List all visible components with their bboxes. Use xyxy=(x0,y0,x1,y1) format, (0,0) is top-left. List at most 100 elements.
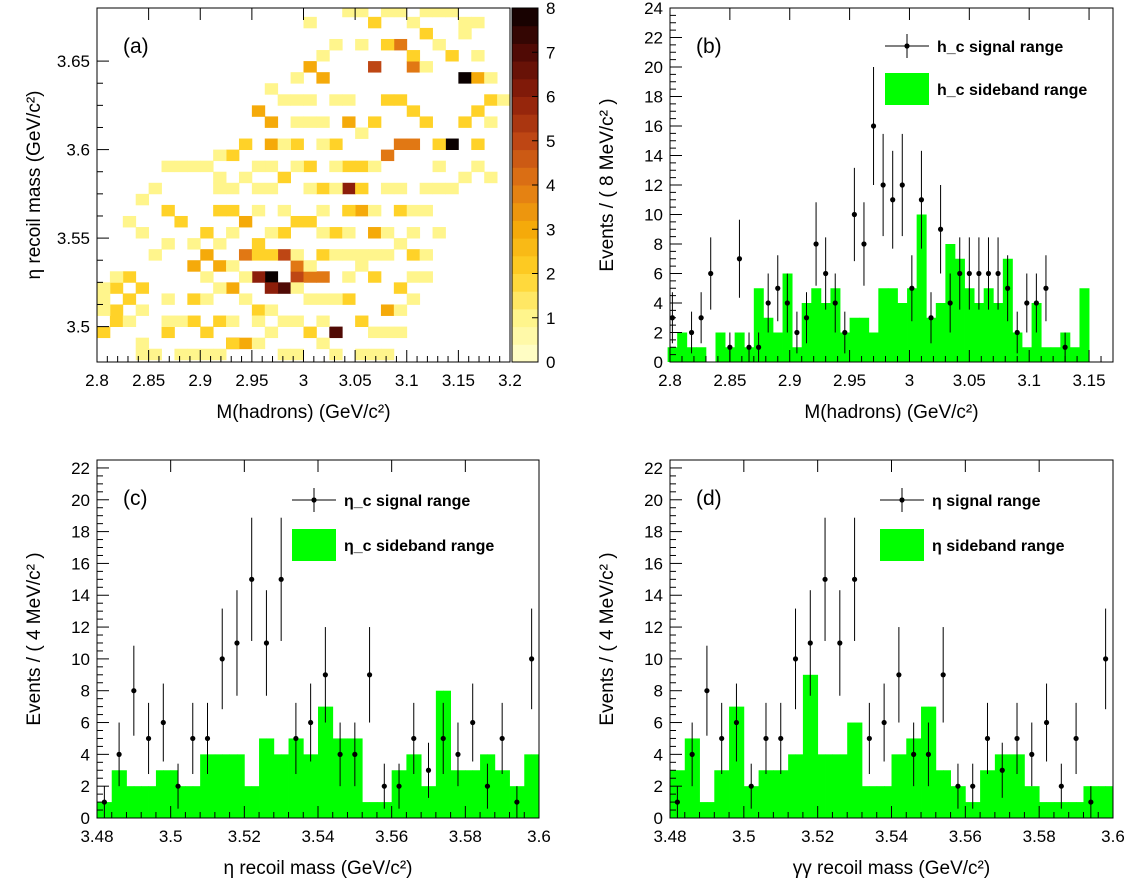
data-point xyxy=(746,344,752,350)
heatmap-cell xyxy=(406,50,421,62)
sideband-bar xyxy=(699,802,708,818)
y-tick-label: 0 xyxy=(654,353,663,372)
legend-entry-signal: h_c signal range xyxy=(937,39,1063,56)
heatmap-cell xyxy=(264,83,279,95)
heatmap-cell xyxy=(342,293,356,305)
heatmap-cell xyxy=(368,348,382,361)
data-point xyxy=(727,344,733,350)
heatmap-cell xyxy=(316,72,330,84)
heatmap-cell xyxy=(445,50,459,62)
data-point xyxy=(131,688,137,694)
sideband-bar xyxy=(1002,754,1011,818)
sideband-bar xyxy=(318,706,326,818)
sideband-bar xyxy=(706,802,715,818)
data-point xyxy=(861,241,867,247)
y-tick-label: 18 xyxy=(644,88,663,107)
panel-label: (b) xyxy=(696,35,722,58)
colorbar-band xyxy=(512,43,538,62)
sideband-bar xyxy=(983,288,994,362)
colorbar-band xyxy=(512,185,538,204)
sideband-bar xyxy=(369,802,378,818)
data-point xyxy=(1058,783,1064,789)
heatmap-cell xyxy=(406,249,421,261)
heatmap-cell xyxy=(368,227,382,239)
data-point xyxy=(1043,719,1050,726)
heatmap-cell xyxy=(187,348,201,361)
heatmap-cell xyxy=(213,315,227,327)
sideband-bar xyxy=(1039,802,1047,818)
y-tick-label: 14 xyxy=(71,586,90,605)
x-tick-label: 2.8 xyxy=(658,371,682,390)
y-tick-label: 4 xyxy=(654,294,663,313)
y-tick-label: 18 xyxy=(71,523,90,542)
sideband-bar xyxy=(1041,347,1052,362)
x-tick-label: 2.85 xyxy=(132,371,165,390)
sideband-bar xyxy=(310,754,319,818)
sideband-bar xyxy=(119,770,127,818)
heatmap-cell xyxy=(393,204,408,217)
heatmap-cell xyxy=(264,160,279,173)
heatmap-cell xyxy=(329,160,343,173)
heatmap-cell xyxy=(303,160,317,173)
legend: η signal range η sideband range xyxy=(880,488,1065,561)
colorbar-tick-label: 8 xyxy=(546,0,555,18)
heatmap-cell xyxy=(355,8,369,18)
colorbar-band xyxy=(512,273,538,292)
data-point xyxy=(1073,735,1079,742)
heatmap-cell xyxy=(342,271,356,283)
sideband-bar xyxy=(1079,288,1090,362)
y-tick-label: 2 xyxy=(81,777,90,796)
sideband-bar xyxy=(266,738,275,818)
heatmap-cell xyxy=(251,160,266,173)
heatmap-cell xyxy=(316,50,330,62)
heatmap-cell xyxy=(432,182,446,195)
heatmap-cell xyxy=(251,105,266,117)
heatmap-cell xyxy=(226,282,240,294)
sideband-bar xyxy=(376,802,385,818)
heatmap-cell xyxy=(303,61,317,73)
colorbar-tick-label: 4 xyxy=(546,176,555,195)
heatmap-cell xyxy=(355,348,369,361)
colorbar-band xyxy=(512,220,538,239)
heatmap-cell xyxy=(277,282,291,294)
heatmap-cell xyxy=(329,326,343,339)
y-tick-label: 2 xyxy=(654,777,663,796)
legend-entry-sideband: η_c sideband range xyxy=(344,538,494,555)
sideband-bar xyxy=(421,786,429,818)
legend-marker-point xyxy=(904,43,910,49)
colorbar-tick-label: 7 xyxy=(546,43,555,62)
heatmap-cell xyxy=(432,38,446,51)
data-point xyxy=(1103,656,1109,662)
data-point xyxy=(937,226,944,232)
sideband-bar xyxy=(1050,347,1061,362)
heatmap-cell xyxy=(200,160,214,173)
heatmap-cell xyxy=(316,249,330,261)
heatmap-cell xyxy=(238,138,253,150)
sideband-bar xyxy=(384,802,393,818)
heatmap-cell xyxy=(458,171,472,184)
heatmap-cell xyxy=(135,337,150,350)
heatmap-cell xyxy=(355,260,369,272)
data-point xyxy=(698,315,704,321)
data-point xyxy=(689,751,695,757)
heatmap-cell xyxy=(445,138,459,150)
heatmap-cell xyxy=(226,260,240,272)
heatmap-cell xyxy=(471,105,485,117)
data-point xyxy=(928,315,934,321)
data-point xyxy=(204,735,211,742)
y-tick-label: 0 xyxy=(654,809,663,828)
heatmap-cell xyxy=(419,271,433,283)
heatmap-cell xyxy=(316,271,330,283)
sideband-bar xyxy=(832,754,841,818)
sideband-bar xyxy=(494,770,503,818)
heatmap-cell xyxy=(251,315,266,327)
heatmap-cell xyxy=(135,227,150,239)
x-tick-label: 3.1 xyxy=(1017,371,1041,390)
heatmap-cell xyxy=(290,260,304,272)
sideband-bar xyxy=(450,770,459,818)
y-tick-label: 6 xyxy=(654,714,663,733)
heatmap-cell xyxy=(200,293,214,305)
heatmap-cell xyxy=(380,182,395,195)
colorbar-tick-label: 6 xyxy=(546,88,555,107)
